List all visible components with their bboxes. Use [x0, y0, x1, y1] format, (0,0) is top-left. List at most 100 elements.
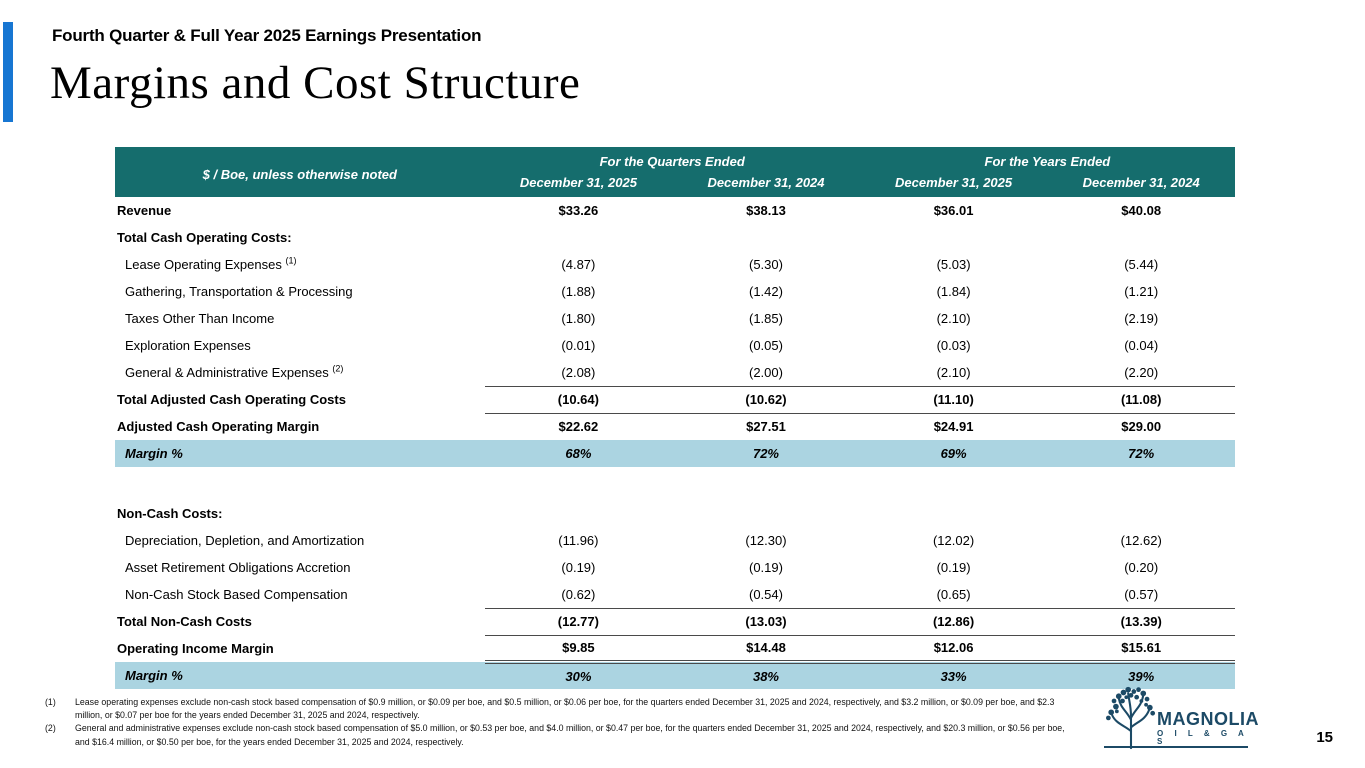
cell-value: (13.03) — [672, 608, 860, 636]
row-label: Depreciation, Depletion, and Amortizatio… — [125, 533, 365, 548]
row-label: Gathering, Transportation & Processing — [125, 284, 353, 299]
cell-value: (2.19) — [1124, 311, 1159, 326]
table-row: Total Cash Operating Costs: — [115, 224, 1235, 251]
column-header: December 31, 2024 — [707, 174, 825, 190]
row-label: Total Non-Cash Costs — [117, 614, 252, 629]
cell-value: (10.62) — [672, 386, 860, 414]
row-label: Asset Retirement Obligations Accretion — [125, 560, 351, 575]
magnolia-tree-icon — [1106, 686, 1156, 750]
table-row: Adjusted Cash Operating Margin $22.62 $27.… — [115, 413, 1235, 440]
cell-value — [860, 224, 1048, 251]
cell-value: (10.64) — [484, 386, 673, 414]
footnote-ref: (2) — [332, 363, 344, 374]
table-row: General & Administrative Expenses (2) (2.… — [115, 359, 1235, 387]
cell-value: $40.08 — [1121, 203, 1162, 218]
cell-value — [860, 500, 1048, 527]
column-header: December 31, 2024 — [1082, 174, 1200, 190]
row-label: Margin % — [125, 668, 183, 683]
cell-value: $9.85 — [484, 635, 673, 664]
table-row: Revenue $33.26 $38.13 $36.01 $40.08 — [115, 197, 1235, 224]
row-label: Revenue — [117, 203, 172, 218]
column-header: December 31, 2025 — [519, 174, 637, 190]
cell-value: (0.62) — [484, 581, 673, 609]
logo-company-tagline: O I L & G A S — [1157, 729, 1248, 746]
footnote: (1) Lease operating expenses exclude non-… — [45, 696, 1080, 722]
row-label: Lease Operating Expenses (1) — [125, 255, 297, 272]
cell-value: (13.39) — [1047, 608, 1235, 636]
cell-value: 30% — [565, 669, 592, 684]
footnote-number: (2) — [45, 723, 56, 734]
cell-value: (5.30) — [749, 257, 783, 272]
row-label: Operating Income Margin — [117, 641, 274, 656]
table-row: Total Non-Cash Costs (12.77) (13.03) (12.86… — [115, 608, 1235, 636]
column-header: December 31, 2025 — [895, 174, 1013, 190]
company-logo: MAGNOLIA O I L & G A S — [1102, 686, 1259, 756]
cell-value — [1047, 500, 1235, 527]
footnotes: (1) Lease operating expenses exclude non-… — [45, 696, 1080, 749]
cell-value: (11.08) — [1047, 386, 1235, 414]
table-row: Depreciation, Depletion, and Amortizatio… — [115, 527, 1235, 554]
cell-value: 33% — [940, 669, 967, 684]
cell-value: (0.19) — [749, 560, 783, 575]
logo-company-name: MAGNOLIA — [1157, 709, 1259, 729]
row-label: General & Administrative Expenses (2) — [125, 363, 344, 380]
footnote-ref: (1) — [285, 255, 297, 266]
cell-value: (1.88) — [561, 284, 596, 299]
group-header-years: For the Years Ended — [984, 154, 1111, 169]
cell-value: (4.87) — [561, 257, 596, 272]
cell-value: (2.00) — [672, 359, 860, 387]
table-row: Asset Retirement Obligations Accretion (0… — [115, 554, 1235, 581]
cell-value: (1.80) — [561, 311, 596, 326]
cell-value: (0.05) — [749, 338, 783, 353]
row-label: Total Adjusted Cash Operating Costs — [117, 392, 346, 407]
footnote: (2) General and administrative expenses e… — [45, 722, 1080, 748]
cell-value: (2.20) — [1047, 359, 1235, 387]
cell-value: (0.19) — [561, 560, 596, 575]
cell-value: 72% — [752, 446, 779, 461]
table-row: Non-Cash Costs: — [115, 500, 1235, 527]
cell-value: (0.01) — [561, 338, 596, 353]
cell-value: $14.48 — [672, 635, 860, 664]
logo-underline — [1104, 746, 1248, 748]
cell-value: (1.42) — [749, 284, 783, 299]
table-row: Total Adjusted Cash Operating Costs (10.6… — [115, 386, 1235, 414]
spacer-cell — [115, 467, 1235, 500]
table-row: Taxes Other Than Income (1.80) (1.85) (2.10… — [115, 305, 1235, 332]
cell-value: (12.62) — [1120, 533, 1162, 548]
cell-value — [485, 224, 673, 251]
footnote-number: (1) — [45, 697, 56, 707]
table-row: Lease Operating Expenses (1) (4.87) (5.30)… — [115, 251, 1235, 278]
table-header: $ / Boe, unless otherwise noted For the … — [115, 147, 1235, 197]
cell-value: $29.00 — [1121, 419, 1162, 435]
spacer-row — [115, 467, 1235, 500]
cell-value — [1047, 224, 1235, 251]
cell-value: (11.96) — [558, 533, 599, 548]
cell-value: (12.86) — [859, 608, 1048, 636]
cell-value: $36.01 — [933, 203, 974, 218]
cell-value: $22.62 — [558, 419, 599, 435]
cell-value: (1.21) — [1124, 284, 1159, 299]
cell-value: (5.03) — [936, 257, 971, 272]
cell-value: 68% — [565, 446, 592, 461]
table-body: Revenue $33.26 $38.13 $36.01 $40.08 Total Cas… — [115, 197, 1235, 689]
cell-value: (0.57) — [1047, 581, 1235, 609]
cell-value: 72% — [1128, 446, 1155, 461]
row-label: Taxes Other Than Income — [125, 311, 275, 326]
cell-value — [485, 500, 673, 527]
margins-table-container: $ / Boe, unless otherwise noted For the … — [115, 147, 1235, 689]
cell-value: (0.04) — [1124, 338, 1159, 353]
presentation-subtitle: Fourth Quarter & Full Year 2025 Earnings… — [52, 26, 482, 45]
cell-value: (0.20) — [1124, 560, 1159, 575]
table-row: Margin % 30% 38% 33% 39% — [115, 662, 1235, 689]
cell-value: (12.02) — [932, 533, 975, 548]
footnote-text: Lease operating expenses exclude non-cas… — [75, 697, 1055, 721]
cell-value — [672, 224, 860, 251]
cell-value: (0.19) — [936, 560, 971, 575]
cell-value: $24.91 — [933, 419, 974, 435]
cell-value: $12.06 — [859, 635, 1048, 664]
table-row: Operating Income Margin $9.85 $14.48 $12.06… — [115, 635, 1235, 664]
cell-value: (11.10) — [859, 386, 1048, 414]
accent-bar — [3, 22, 13, 122]
cell-value: (2.10) — [936, 311, 971, 326]
